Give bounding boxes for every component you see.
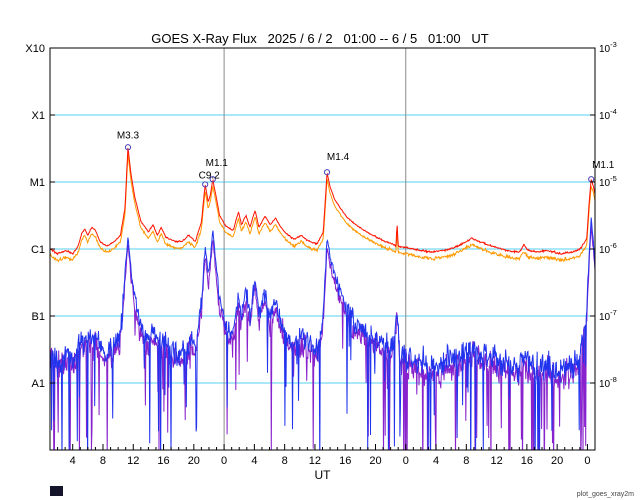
x-tick-label: 0 [403,455,409,467]
x-tick-label: 12 [127,455,139,467]
x-axis: 4 8 12 16 20 0 4 8 12 16 20 0 4 8 12 16 20 0 UT [57,444,590,482]
flux-power-label: 10-4 [599,107,617,122]
x-tick-label: 20 [188,455,200,467]
flare-label: M1.1 [206,158,229,169]
x-axis-label: UT [315,468,332,482]
flux-power-label: 10-6 [599,241,617,256]
x-tick-label: 20 [369,455,381,467]
x-tick-label: 12 [490,455,502,467]
series-lines [50,147,595,450]
x-tick-label: 20 [551,455,563,467]
flux-class-label: A1 [32,378,45,390]
y-axis-right: 10-3 10-4 10-5 10-6 10-7 10-8 [590,40,617,390]
x-tick-label: 16 [521,455,533,467]
flux-power-label: 10-3 [599,40,617,55]
x-tick-label: 16 [157,455,169,467]
flux-power-label: 10-7 [599,308,617,323]
flux-power-label: 10-8 [599,375,617,390]
flare-marker [202,181,209,188]
x-tick-label: 8 [282,455,288,467]
corner-mark [50,486,63,496]
y-axis-left: X10 X1 M1 C1 B1 A1 [25,43,55,390]
x-tick-label: 16 [339,455,351,467]
x-tick-label: 8 [100,455,106,467]
flux-class-label: M1 [30,177,45,189]
series-short-wavelength-1 [50,217,595,450]
plot-signature: plot_goes_xray2m [576,491,634,498]
series-long-wavelength-1 [50,147,595,256]
flare-label: M1.4 [327,152,350,163]
x-tick-label: 4 [251,455,257,467]
gridlines [50,48,595,450]
x-tick-label: 0 [221,455,227,467]
x-tick-label: 0 [584,455,590,467]
flare-label: M3.3 [117,130,140,141]
flare-label: C9.2 [199,170,221,181]
chart-title: GOES X-Ray Flux 2025 / 6 / 2 01:00 -- 6 … [151,31,489,46]
flux-class-label: C1 [31,244,45,256]
flare-label: M1.1 [592,160,615,171]
flux-class-label: B1 [32,311,45,323]
flux-class-label: X10 [25,43,45,55]
flux-power-label: 10-5 [599,174,617,189]
x-tick-label: 12 [309,455,321,467]
flux-class-label: X1 [32,110,45,122]
x-tick-label: 4 [70,455,76,467]
flare-marker [323,169,331,176]
flare-marker [124,144,132,151]
flare-annotations: M3.3M1.1C9.2M1.4M1.1 [117,130,615,188]
series-long-wavelength-2 [50,154,595,263]
x-tick-label: 4 [433,455,439,467]
x-tick-label: 8 [463,455,469,467]
flare-marker [209,176,216,183]
